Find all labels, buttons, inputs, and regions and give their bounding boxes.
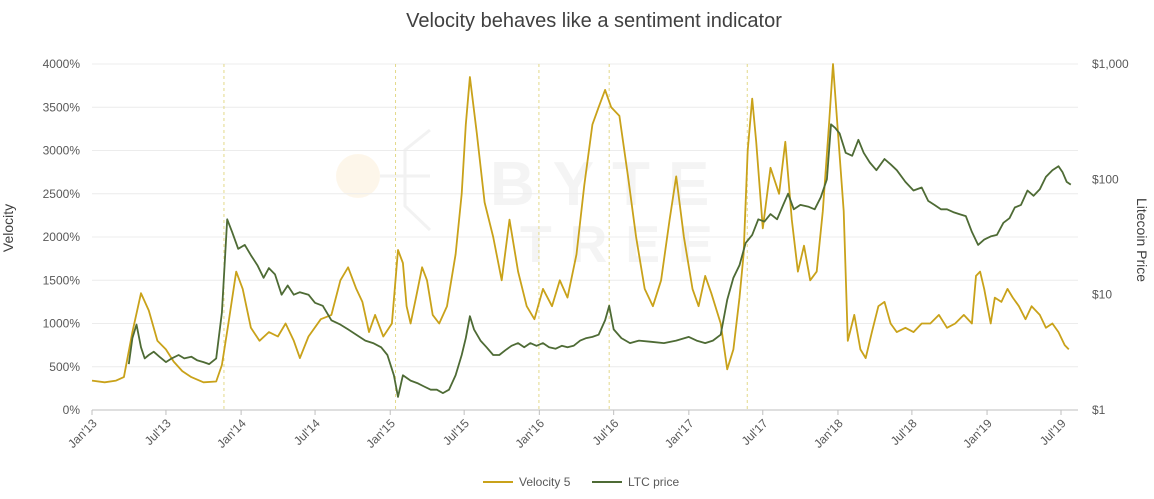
svg-text:TREE: TREE <box>520 216 731 274</box>
y-tick-label: 1500% <box>43 273 81 287</box>
y-tick-label: 0% <box>63 403 81 417</box>
series-lines <box>91 63 1072 398</box>
y-tick-label: 1000% <box>43 317 81 331</box>
y2-axis-title: Litecoin Price <box>1134 198 1150 282</box>
legend: Velocity 5 LTC price <box>483 475 679 489</box>
x-tick-label: Jan'14 <box>214 416 249 451</box>
y-tick-label: 3500% <box>43 100 81 114</box>
y-tick-label: 500% <box>49 360 80 374</box>
gridlines <box>92 63 1078 368</box>
x-tick-label: Jul'15 <box>440 416 472 448</box>
x-tick-label: Jul'13 <box>142 416 174 448</box>
x-tick-label: Jul'16 <box>590 416 622 448</box>
x-tick-label: Jan'15 <box>363 416 398 451</box>
velocity-line <box>91 63 1070 384</box>
y2-tick-label: $10 <box>1092 288 1112 302</box>
x-tick-label: Jan'13 <box>65 416 100 451</box>
y-tick-label: 2500% <box>43 187 81 201</box>
y-tick-label: 4000% <box>43 57 81 71</box>
x-tick-label: Jan'17 <box>662 416 697 451</box>
x-tick-label: Jul'17 <box>739 416 771 448</box>
ltc-price-line <box>127 123 1072 398</box>
x-tick-label: Jul'14 <box>291 416 323 448</box>
x-tick-label: Jan'16 <box>512 416 547 451</box>
watermark-logo: BYTE TREE <box>336 128 731 274</box>
y2-tick-label: $1,000 <box>1092 57 1129 71</box>
svg-text:BYTE: BYTE <box>490 150 727 219</box>
y-axis-title: Velocity <box>0 204 16 252</box>
x-tick-label: Jan'19 <box>960 416 995 451</box>
x-tick-label: Jul'18 <box>888 416 920 448</box>
legend-label: LTC price <box>628 475 679 489</box>
legend-label: Velocity 5 <box>519 475 571 489</box>
x-tick-label: Jul'19 <box>1037 416 1069 448</box>
y2-tick-label: $100 <box>1092 172 1119 186</box>
y2-tick-label: $1 <box>1092 403 1106 417</box>
y-tick-label: 2000% <box>43 230 81 244</box>
x-tick-label: Jan'18 <box>811 416 846 451</box>
y-tick-label: 3000% <box>43 144 81 158</box>
chart-title: Velocity behaves like a sentiment indica… <box>406 10 782 32</box>
